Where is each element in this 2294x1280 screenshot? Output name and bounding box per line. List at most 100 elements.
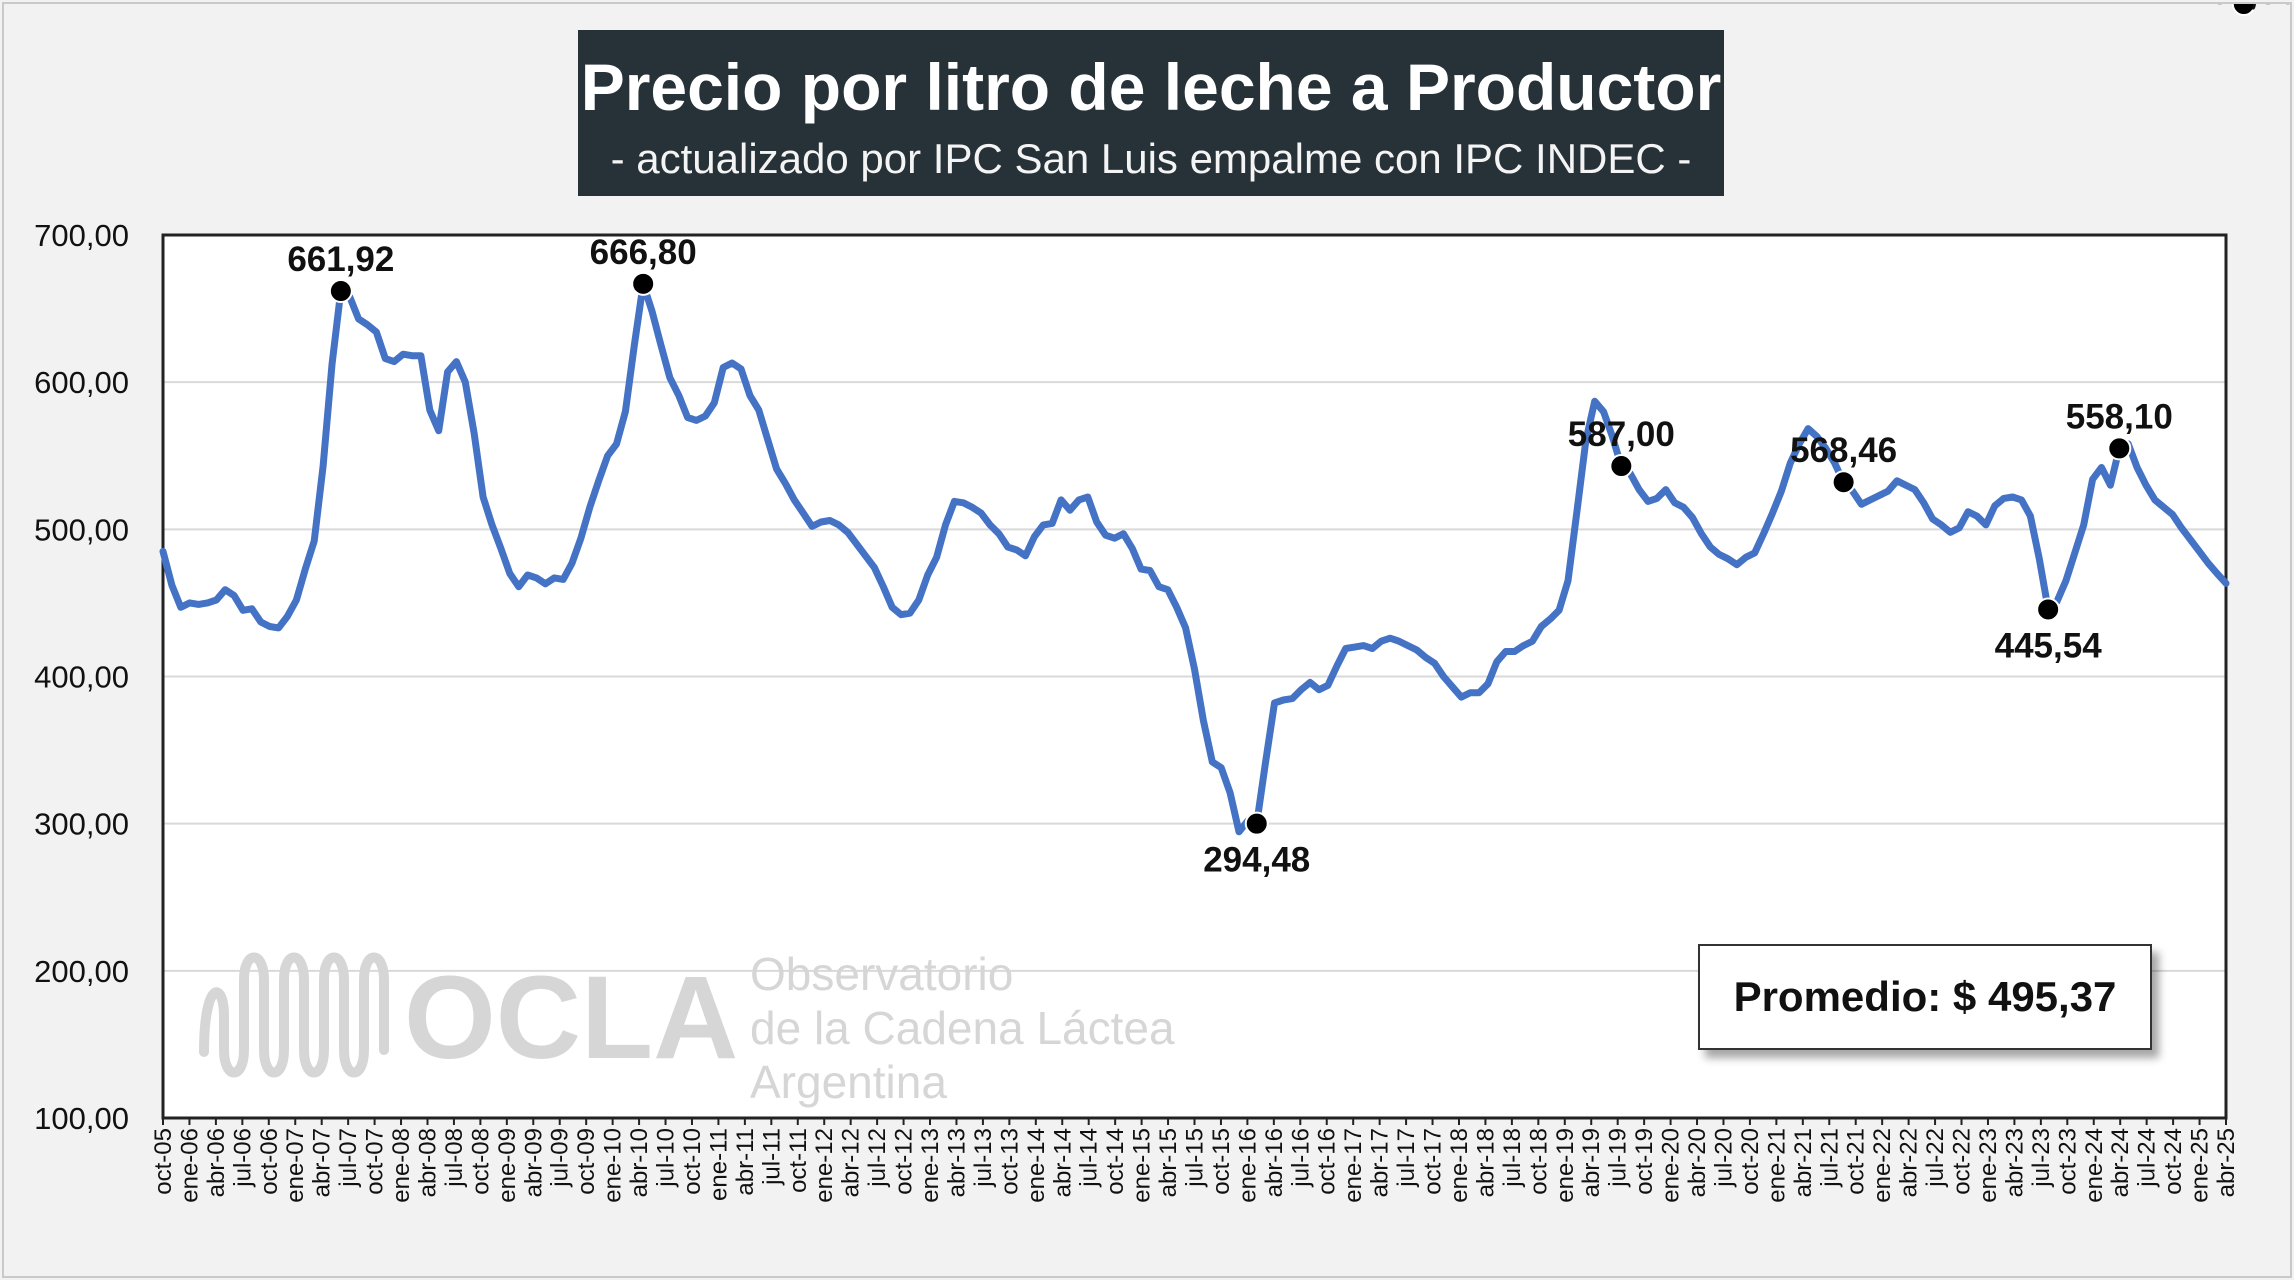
x-tick-label: abr-25 xyxy=(2213,1128,2240,1197)
x-tick-label: ene-22 xyxy=(1869,1128,1896,1203)
x-tick-label: ene-11 xyxy=(705,1128,732,1201)
y-tick-label: 500,00 xyxy=(34,512,129,547)
x-tick-label: abr-08 xyxy=(414,1128,441,1197)
x-tick-label: jul-15 xyxy=(1182,1128,1209,1188)
x-tick-label: oct-07 xyxy=(362,1128,389,1195)
y-tick-label: 400,00 xyxy=(34,660,129,695)
y-tick-label: 100,00 xyxy=(34,1101,129,1136)
average-label: Promedio: $ 495,37 xyxy=(1733,973,2117,1020)
annotation-label: 568,46 xyxy=(1790,431,1897,470)
x-tick-label: abr-11 xyxy=(732,1128,759,1196)
annotation-label: 661,92 xyxy=(287,240,394,279)
x-tick-label: oct-11 xyxy=(785,1128,812,1193)
plot-border xyxy=(161,233,2228,1120)
x-tick-label: ene-07 xyxy=(282,1128,309,1203)
annotation-label: 666,80 xyxy=(590,233,697,272)
x-tick-label: abr-10 xyxy=(626,1128,653,1197)
x-tick-label: abr-22 xyxy=(1896,1128,1923,1197)
x-tick-label: jul-21 xyxy=(1816,1128,1843,1188)
x-tick-label: jul-08 xyxy=(441,1128,468,1188)
watermark-line-1: Observatorio xyxy=(750,948,1013,1000)
x-tick-label: abr-14 xyxy=(1049,1128,1076,1197)
x-tick-label: oct-09 xyxy=(573,1128,600,1195)
watermark-line-3: Argentina xyxy=(750,1056,947,1108)
ocla-watermark: OCLA Observatorio de la Cadena Láctea Ar… xyxy=(199,948,1175,1108)
x-tick-label: oct-05 xyxy=(150,1128,177,1195)
x-tick-label: jul-19 xyxy=(1605,1128,1632,1188)
annotation-label: 463,30 xyxy=(2190,4,2290,12)
peak-marker xyxy=(1244,811,1269,836)
series-line xyxy=(159,280,2230,836)
chart-subtitle: - actualizado por IPC San Luis empalme c… xyxy=(610,135,1692,182)
line-chart: 700,00 600,00 500,00 400,00 300,00 200,00 100,… xyxy=(34,4,2290,1203)
x-tick-label: ene-10 xyxy=(600,1128,627,1203)
x-tick-label: jul-18 xyxy=(1499,1128,1526,1188)
y-tick-label: 300,00 xyxy=(34,807,129,842)
x-tick-label: jul-14 xyxy=(1076,1128,1103,1188)
x-tick-label: abr-16 xyxy=(1261,1128,1288,1197)
x-tick-label: oct-24 xyxy=(2160,1128,2187,1195)
x-tick-label: jul-16 xyxy=(1287,1128,1314,1188)
x-tick-label: oct-17 xyxy=(1420,1128,1447,1195)
y-axis: 700,00 600,00 500,00 400,00 300,00 200,00 100,… xyxy=(34,218,129,1136)
x-tick-label: ene-14 xyxy=(1023,1128,1050,1203)
x-tick-label: oct-23 xyxy=(2054,1128,2081,1195)
watermark-line-2: de la Cadena Láctea xyxy=(750,1002,1175,1054)
x-tick-label: abr-18 xyxy=(1472,1128,1499,1197)
x-tick-label: ene-18 xyxy=(1446,1128,1473,1203)
x-tick-label: oct-20 xyxy=(1737,1128,1764,1195)
x-tick-label: ene-16 xyxy=(1234,1128,1261,1203)
x-tick-label: abr-13 xyxy=(943,1128,970,1197)
x-tick-label: oct-15 xyxy=(1208,1128,1235,1195)
x-tick-label: abr-12 xyxy=(838,1128,865,1197)
x-tick-label: abr-20 xyxy=(1684,1128,1711,1197)
y-tick-label: 600,00 xyxy=(34,365,129,400)
peak-marker xyxy=(1609,454,1634,479)
x-tick-label: jul-10 xyxy=(653,1128,680,1188)
x-tick-label: oct-13 xyxy=(996,1128,1023,1195)
x-tick-label: ene-20 xyxy=(1658,1128,1685,1203)
x-tick-label: abr-17 xyxy=(1367,1128,1394,1197)
x-tick-label: oct-16 xyxy=(1314,1128,1341,1195)
y-tick-label: 700,00 xyxy=(34,218,129,253)
x-tick-label: abr-06 xyxy=(203,1128,230,1197)
x-tick-label: oct-22 xyxy=(1949,1128,1976,1195)
x-tick-label: ene-08 xyxy=(388,1128,415,1203)
x-tick-label: jul-24 xyxy=(2134,1128,2161,1188)
peak-marker xyxy=(631,271,656,296)
y-tick-label: 200,00 xyxy=(34,954,129,989)
x-tick-label: abr-09 xyxy=(520,1128,547,1197)
title-box: Precio por litro de leche a Productor - … xyxy=(578,30,1724,196)
wave-logo-icon xyxy=(199,952,389,1078)
x-tick-label: ene-06 xyxy=(176,1128,203,1203)
x-tick-label: abr-23 xyxy=(2001,1128,2028,1197)
x-tick-label: abr-24 xyxy=(2107,1128,2134,1197)
annotation-markers: 661,92 666,80 294,48 587,00 568,46 445,54 558,… xyxy=(287,4,2290,880)
x-tick-label: jul-12 xyxy=(864,1128,891,1188)
x-tick-label: jul-07 xyxy=(335,1128,362,1188)
peak-marker xyxy=(1831,470,1856,495)
annotation-label: 558,10 xyxy=(2066,397,2173,436)
annotation-label: 445,54 xyxy=(1995,626,2103,665)
average-box: Promedio: $ 495,37 xyxy=(1698,944,2152,1050)
annotation-label: 294,48 xyxy=(1203,841,1310,880)
x-tick-label: abr-19 xyxy=(1578,1128,1605,1197)
watermark-logo-text: OCLA xyxy=(404,952,738,1084)
x-tick-label: abr-07 xyxy=(309,1128,336,1197)
x-tick-label: jul-20 xyxy=(1710,1128,1737,1188)
x-tick-label: ene-09 xyxy=(494,1128,521,1203)
x-tick-label: ene-17 xyxy=(1340,1128,1367,1203)
x-tick-label: jul-09 xyxy=(547,1128,574,1188)
x-tick-label: oct-12 xyxy=(891,1128,918,1195)
x-tick-label: ene-25 xyxy=(2187,1128,2214,1203)
peak-marker xyxy=(2231,4,2256,16)
peak-marker xyxy=(328,279,353,304)
x-tick-label: oct-10 xyxy=(679,1128,706,1195)
peak-marker xyxy=(2036,597,2061,622)
x-tick-label: oct-08 xyxy=(467,1128,494,1195)
x-tick-label: ene-21 xyxy=(1763,1128,1790,1203)
chart-title: Precio por litro de leche a Productor xyxy=(580,50,1722,124)
x-tick-label: oct-21 xyxy=(1843,1128,1870,1195)
x-tick-label: jul-11 xyxy=(758,1128,785,1186)
